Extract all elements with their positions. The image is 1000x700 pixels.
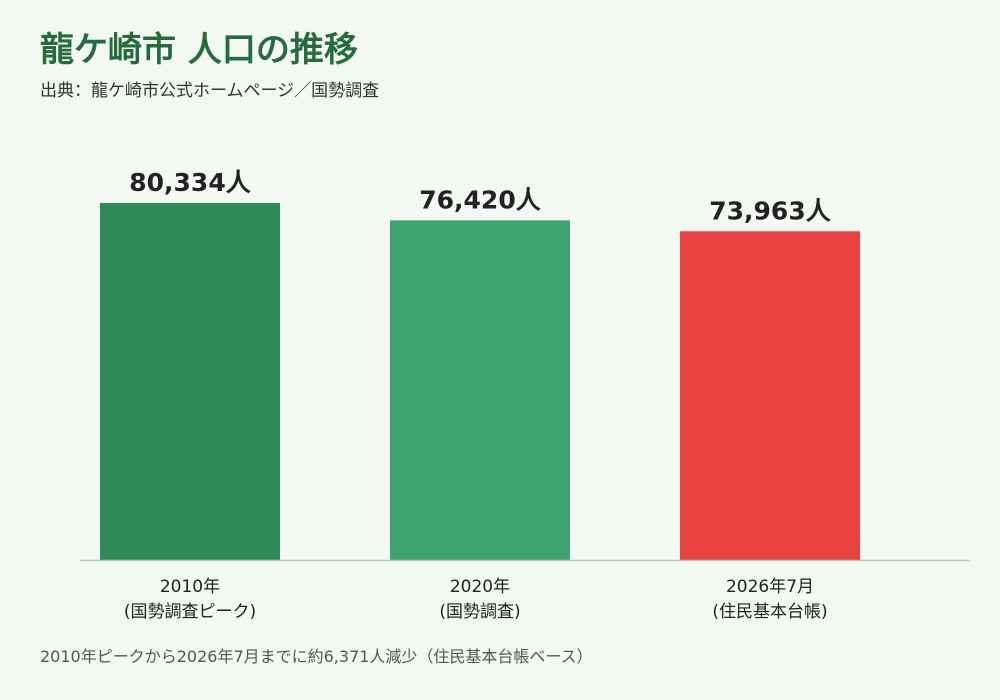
x-tick-label: 2020年 bbox=[450, 577, 510, 597]
chart-title: 龍ケ崎市 人口の推移 bbox=[40, 30, 358, 70]
bar-value-label: 76,420人 bbox=[419, 185, 540, 214]
bar bbox=[390, 220, 570, 560]
x-tick-label: 2010年 bbox=[160, 577, 220, 597]
x-tick-label: (住民基本台帳) bbox=[712, 602, 827, 622]
bar-chart: 80,334人 2010年 (国勢調査ピーク) 76,420人 2020年 (国勢調査) 7… bbox=[80, 168, 970, 622]
chart-source: 出典：龍ケ崎市公式ホームページ／国勢調査 bbox=[40, 81, 380, 101]
bar bbox=[680, 231, 860, 560]
chart-footnote: 2010年ピークから2026年7月までに約6,371人減少（住民基本台帳ベース） bbox=[40, 647, 593, 666]
bar bbox=[100, 202, 280, 560]
x-tick-label: (国勢調査) bbox=[439, 602, 520, 622]
bar-value-label: 80,334人 bbox=[129, 168, 250, 197]
bar-value-label: 73,963人 bbox=[709, 196, 830, 225]
x-tick-label: 2026年7月 bbox=[726, 577, 814, 597]
x-tick-label: (国勢調査ピーク) bbox=[124, 602, 256, 622]
